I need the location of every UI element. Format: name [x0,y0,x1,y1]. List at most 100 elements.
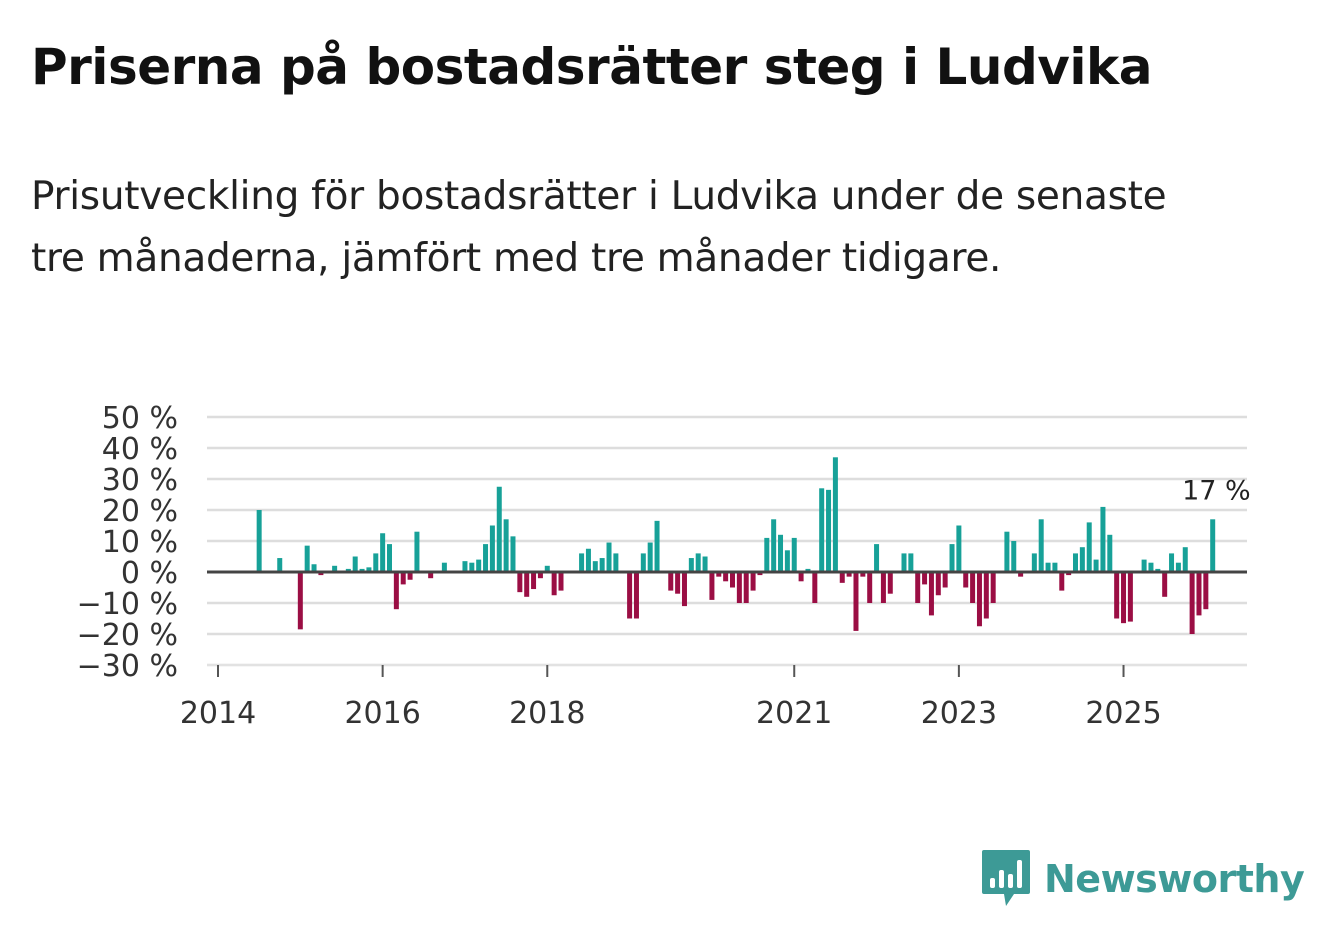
bar [880,572,886,603]
bar [400,572,406,585]
bar [592,561,598,572]
bar [784,550,790,572]
y-tick-label: −20 % [77,618,178,653]
bar-chart-logo-icon [982,850,1030,906]
bar [709,572,715,600]
bar [922,572,928,585]
bar [970,572,976,603]
bar [750,572,756,591]
bar [887,572,893,594]
chart-subtitle: Prisutveckling för bostadsrätter i Ludvi… [31,174,1167,281]
bar [318,572,324,576]
bar [1203,572,1209,610]
bar [1038,519,1044,572]
bar [1175,562,1181,572]
bar [730,572,735,588]
bar [723,572,729,582]
bar [311,564,317,572]
bar [414,531,420,572]
bar [805,568,811,572]
bar [668,572,674,591]
bar [1114,572,1120,619]
bar [839,572,845,583]
bar [819,488,825,572]
y-tick-label: 30 % [102,463,178,498]
x-tick-label: 2014 [180,696,256,731]
bar [606,542,612,572]
bar [743,572,749,603]
x-tick-label: 2023 [921,696,997,731]
bar [304,545,310,572]
bar [764,537,770,572]
bar [256,510,262,572]
bar [483,544,489,572]
bar [963,572,969,588]
bar [860,572,866,577]
bar [1182,547,1188,572]
bar [345,568,351,572]
bar-chart: 50 %40 %30 %20 %10 %0 %−10 %−20 %−30 %20… [77,401,1251,731]
bar [908,553,914,572]
bar [983,572,989,619]
bar [942,572,948,588]
last-value-annotation: 17 % [1182,475,1251,506]
bar [462,561,468,572]
bar [1086,522,1092,572]
bar [531,572,537,590]
bar [654,520,660,572]
bar [558,572,564,591]
bar [675,572,681,594]
bar [613,553,619,572]
bar [297,572,303,630]
newsworthy-logo[interactable]: Newsworthy [980,848,1305,910]
bar [1011,541,1017,572]
x-tick-label: 2016 [344,696,420,731]
bar [469,562,475,572]
bar [647,542,653,572]
bar [627,572,633,619]
y-tick-label: 20 % [102,494,178,529]
bar [585,548,591,572]
bar [1073,553,1078,572]
bar [476,559,482,572]
axis-layer: 50 %40 %30 %20 %10 %0 %−10 %−20 %−30 %20… [77,401,1251,731]
bar [901,553,907,572]
bar [510,536,516,572]
logo-text: Newsworthy [1044,857,1305,901]
bar [551,572,557,596]
bar [1079,547,1085,572]
bar [503,519,509,572]
y-tick-label: −30 % [77,649,178,684]
bar [407,572,413,580]
bar [1045,562,1051,572]
bar [1004,531,1010,572]
y-tick-label: 50 % [102,401,178,436]
bar [496,486,502,572]
bar [695,553,701,572]
bar [1107,534,1113,572]
bar [688,558,694,572]
bar [791,537,797,572]
bar [1121,572,1127,624]
bar [956,525,962,572]
bar [489,525,495,572]
bar [517,572,523,593]
bar [812,572,818,603]
bar [599,558,605,572]
bar [778,534,784,572]
bar [1018,572,1024,577]
bar [853,572,859,631]
bar [1093,559,1099,572]
bar [846,572,852,577]
bar [1162,572,1168,597]
bar [352,556,358,572]
x-tick-label: 2021 [756,696,832,731]
bar [380,533,386,572]
bar [928,572,934,616]
bar [366,567,372,572]
bar [1100,506,1106,572]
bar [915,572,921,603]
bar [387,544,392,572]
bar [976,572,982,627]
bar [826,489,832,572]
